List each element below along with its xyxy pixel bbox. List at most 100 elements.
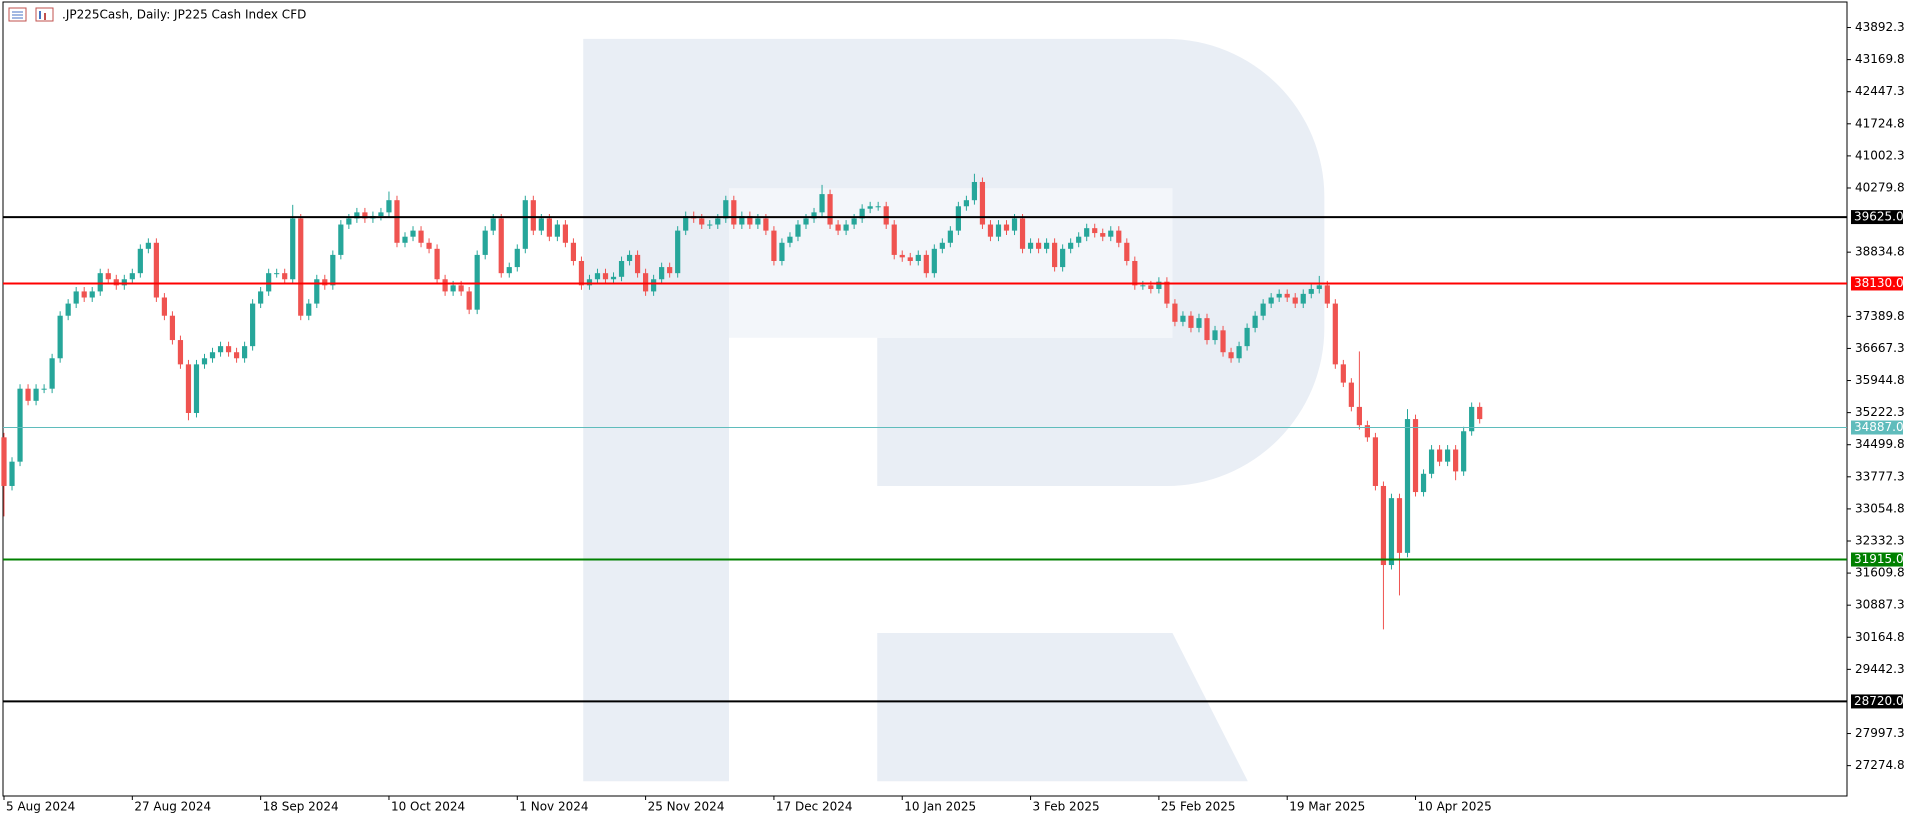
candle-body	[1324, 285, 1330, 304]
candle-body	[554, 224, 560, 237]
candle-body	[1188, 315, 1194, 328]
candle-body	[426, 242, 432, 249]
y-tick-label: 37389.8	[1855, 309, 1905, 323]
candle-body	[49, 358, 55, 389]
candle-body	[1300, 293, 1306, 304]
candle-body	[378, 212, 384, 217]
candle-body	[458, 285, 464, 292]
candle-body	[1116, 230, 1122, 243]
candle-body	[731, 200, 737, 225]
candle-body	[1436, 449, 1443, 462]
candle-body	[1220, 330, 1226, 353]
candle-body	[771, 230, 777, 261]
candle-body	[939, 242, 945, 249]
candle-body	[747, 216, 753, 225]
watermark	[583, 38, 1325, 782]
candle-body	[522, 200, 528, 249]
candle-body	[1003, 224, 1010, 231]
candle-body	[586, 279, 593, 286]
candle-body	[137, 248, 143, 274]
x-tick-label: 10 Jan 2025	[904, 800, 976, 814]
candle-body	[867, 206, 873, 209]
candle-body	[1316, 285, 1322, 289]
candle-body	[410, 230, 416, 237]
candle-body	[1196, 318, 1202, 328]
candle-body	[1076, 236, 1082, 243]
y-tick-label: 32332.3	[1855, 533, 1905, 547]
candle-body	[1236, 346, 1242, 359]
candle-body	[859, 208, 865, 219]
candle-body	[634, 254, 641, 274]
plot-frame	[2, 1, 1848, 797]
candle-body	[739, 216, 745, 225]
candle-body	[1140, 285, 1146, 287]
candle-body	[1372, 437, 1379, 486]
candle-body	[402, 236, 408, 243]
candle-body	[1100, 233, 1106, 237]
y-tick-label: 27997.3	[1855, 726, 1905, 740]
candle-body	[97, 273, 103, 292]
candle-body	[506, 267, 512, 274]
candle-body	[610, 276, 617, 280]
level-label: 34887.0	[1854, 420, 1904, 434]
y-tick-label: 43892.3	[1855, 20, 1905, 34]
candle-body	[250, 303, 256, 347]
candle-body	[338, 224, 344, 255]
x-tick-label: 3 Feb 2025	[1033, 800, 1100, 814]
y-tick-label: 40279.8	[1855, 180, 1905, 194]
candle-body	[1356, 406, 1362, 426]
candle-body	[618, 260, 625, 277]
y-tick-label: 35222.3	[1855, 405, 1905, 419]
y-tick-label: 29442.3	[1855, 662, 1905, 676]
candle-body	[105, 273, 111, 280]
candle-body	[386, 200, 392, 213]
candle-body	[787, 236, 793, 243]
candle-body	[979, 181, 986, 225]
candle-body	[161, 297, 167, 316]
candle-body	[1228, 352, 1234, 359]
y-tick-label: 43169.8	[1855, 52, 1905, 66]
candle-body	[1092, 228, 1098, 234]
candle-body	[242, 346, 248, 359]
candle-body	[322, 279, 328, 286]
candle-body	[1396, 498, 1403, 553]
y-tick-label: 30887.3	[1855, 598, 1905, 612]
x-tick-label: 19 Mar 2025	[1289, 800, 1365, 814]
y-tick-label: 30164.8	[1855, 630, 1905, 644]
candle-body	[931, 248, 937, 274]
candle-body	[1332, 303, 1338, 365]
candle-body	[177, 340, 184, 365]
x-tick-label: 27 Aug 2024	[134, 800, 211, 814]
candle-body	[683, 216, 689, 231]
candle-body	[121, 279, 127, 286]
candle-body	[1204, 318, 1210, 341]
candle-body	[923, 254, 929, 274]
candle-body	[113, 279, 119, 286]
candle-body	[153, 242, 159, 298]
candle-body	[907, 257, 913, 261]
candle-body	[602, 273, 609, 280]
candle-body	[1412, 419, 1419, 493]
candle-body	[1308, 288, 1314, 294]
candle-body	[811, 212, 817, 219]
candle-body	[442, 279, 448, 292]
candle-body	[947, 230, 953, 243]
candle-body	[490, 218, 496, 231]
candle-body	[987, 224, 994, 237]
candle-body	[626, 254, 633, 261]
level-label-bg	[1851, 210, 1903, 225]
candle-body	[1380, 485, 1387, 566]
candle-body	[1348, 382, 1354, 407]
candle-body	[274, 273, 280, 275]
candle-body	[498, 218, 504, 274]
y-tick-label: 33054.8	[1855, 501, 1905, 515]
candle-body	[715, 218, 721, 225]
y-tick-label: 34499.8	[1855, 437, 1905, 451]
candle-body	[915, 254, 921, 261]
candle-body	[25, 388, 31, 401]
candle-body	[1212, 330, 1218, 341]
candle-body	[514, 248, 520, 268]
x-tick-label: 25 Feb 2025	[1161, 800, 1236, 814]
candle-body	[667, 267, 673, 274]
